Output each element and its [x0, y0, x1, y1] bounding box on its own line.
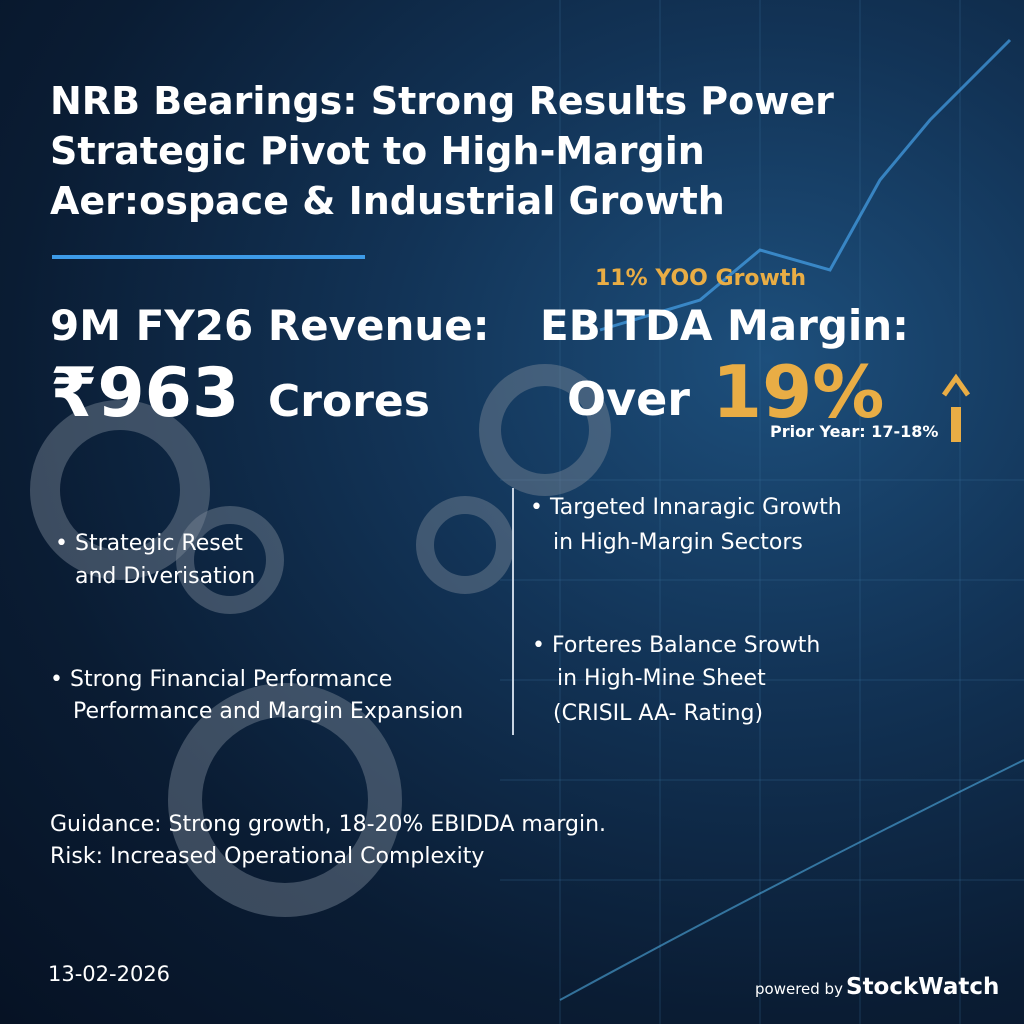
title-line: NRB Bearings: Strong Results Power [50, 79, 834, 123]
bullet-line: in High-Mine Sheet [557, 666, 766, 691]
bullet-line: Strategic Reset [74, 531, 243, 556]
title-line: Strategic Pivot to High-Margin [50, 129, 705, 173]
bullet-line: and Diverisation [75, 564, 256, 589]
brand: StockWatch [846, 974, 1000, 1000]
bullet-line: (CRISIL AA- Rating) [553, 701, 764, 726]
guidance: Guidance: Strong growth, 18-20% EBIDDA m… [50, 812, 607, 837]
ebitda-value: 19% [712, 350, 885, 434]
bullet: • Forteres Balance Srowth [532, 633, 821, 658]
ebitda-label: EBITDA Margin: [540, 301, 909, 350]
risk: Risk: Increased Operational Complexity [50, 844, 485, 869]
ebitda-prefix: Over [567, 372, 690, 426]
bullet: • Strategic Reset [55, 531, 243, 556]
prior-year: Prior Year: 17-18% [770, 422, 939, 441]
bullet-line: Strong Financial Performance [69, 667, 393, 692]
revenue-unit: Crores [268, 376, 430, 427]
bullet-line: Forteres Balance Srowth [551, 633, 821, 658]
growth-note: 11% YOO Growth [595, 266, 807, 291]
title-line: Aer:ospace & Industrial Growth [50, 179, 725, 223]
powered-by: powered by [755, 980, 843, 998]
bullet-line: in High-Margin Sectors [553, 530, 803, 555]
revenue-label: 9M FY26 Revenue: [50, 301, 490, 350]
revenue-value: ₹963 [50, 354, 240, 433]
bullet: • Targeted Innaragic Growth [530, 495, 842, 520]
bullet: • Strong Financial Performance [50, 667, 393, 692]
date: 13-02-2026 [48, 962, 171, 986]
bullet-line: Targeted Innaragic Growth [549, 495, 842, 520]
bullet-line: Performance and Margin Expansion [73, 699, 464, 724]
